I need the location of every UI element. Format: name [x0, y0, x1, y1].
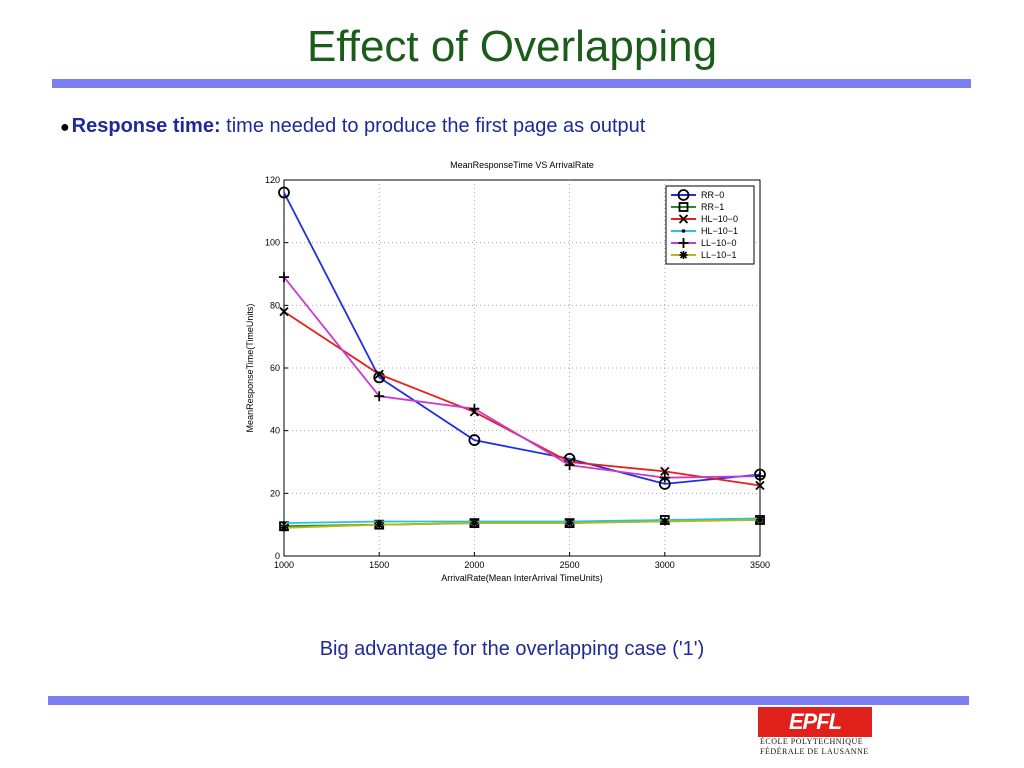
series-point-2 — [755, 480, 765, 491]
series-point-5 — [375, 520, 384, 529]
series-point-5 — [470, 519, 479, 528]
x-tick-label: 1000 — [274, 560, 294, 570]
series-line-5 — [283, 519, 761, 529]
series-point-5 — [280, 523, 288, 532]
legend-marker-0 — [677, 189, 690, 201]
bullet-definition: time needed to produce the first page as… — [220, 115, 646, 137]
legend-label-2: HL−10−0 — [701, 214, 738, 224]
series-point-4 — [659, 472, 670, 483]
y-tick-label: 120 — [265, 175, 280, 185]
bottom-divider — [48, 696, 969, 705]
response-time-chart: 0 20 40 60 80 100 120 1000 1500 2000 2500 3000 3500 M… — [240, 155, 785, 595]
x-tick-label: 2000 — [464, 560, 484, 570]
chart-title: MeanResponseTime VS ArrivalRate — [450, 160, 594, 170]
legend-label-5: LL−10−1 — [701, 250, 737, 260]
y-tick-label: 80 — [270, 300, 280, 310]
y-tick-label: 60 — [270, 363, 280, 373]
legend-marker-4 — [678, 238, 689, 248]
x-tick-label: 3000 — [655, 560, 675, 570]
series-point-5 — [565, 519, 574, 528]
caption: Big advantage for the overlapping case (… — [319, 638, 705, 660]
y-axis-label: MeanResponseTime(TimeUnits) — [245, 304, 255, 433]
series-point-0 — [468, 434, 481, 446]
line-chart: 0 20 40 60 80 100 120 1000 1500 2000 2500 3000 3500 M… — [240, 155, 785, 595]
y-tick-label: 0 — [275, 551, 280, 561]
series-line-4 — [283, 276, 761, 479]
legend-marker-2 — [678, 214, 689, 224]
logo-line-1: ÉCOLE POLYTECHNIQUE — [760, 737, 864, 746]
epfl-logo: EPFL ÉCOLE POLYTECHNIQUE FÉDÉRALE DE LAU… — [758, 707, 872, 763]
series-point-4 — [374, 391, 385, 402]
series-line-0 — [283, 192, 761, 485]
legend-label-0: RR−0 — [701, 190, 724, 200]
series-point-5 — [660, 517, 669, 526]
x-tick-label: 3500 — [750, 560, 770, 570]
x-axis-label: ArrivalRate(Mean InterArrival TimeUnits) — [441, 573, 603, 583]
y-tick-label: 20 — [270, 488, 280, 498]
bullet-response-time: ● Response time: time needed to produce t… — [60, 115, 645, 138]
x-tick-label: 1500 — [369, 560, 389, 570]
legend-label-1: RR−1 — [701, 202, 724, 212]
series-point-4 — [279, 272, 289, 283]
bullet-term: Response time: — [71, 115, 221, 137]
legend-marker-1 — [678, 202, 689, 212]
series-point-2 — [279, 306, 289, 317]
top-divider — [52, 79, 971, 88]
x-tick-label: 2500 — [560, 560, 580, 570]
legend-marker-3 — [681, 229, 686, 233]
legend-marker-5 — [679, 251, 688, 259]
series-point-4 — [469, 403, 480, 414]
series-point-0 — [373, 371, 386, 384]
logo-mark: EPFL — [788, 709, 842, 734]
logo-mark-box: EPFL — [758, 707, 872, 737]
legend-label-3: HL−10−1 — [701, 226, 738, 236]
logo-line-2: FÉDÉRALE DE LAUSANNE — [760, 747, 869, 756]
y-tick-label: 100 — [265, 238, 280, 248]
series-point-4 — [755, 471, 765, 482]
series-point-2 — [374, 369, 384, 379]
series-line-3 — [283, 517, 761, 524]
series-point-2 — [660, 466, 670, 477]
series-point-0 — [278, 186, 290, 199]
series-point-3 — [282, 521, 286, 525]
y-tick-label: 40 — [270, 426, 280, 436]
series-point-4 — [564, 460, 575, 471]
slide-title: Effect of Overlapping — [306, 22, 718, 71]
legend-label-4: LL−10−0 — [701, 238, 737, 248]
bullet-dot-icon: ● — [60, 119, 70, 136]
series-point-5 — [756, 515, 764, 524]
